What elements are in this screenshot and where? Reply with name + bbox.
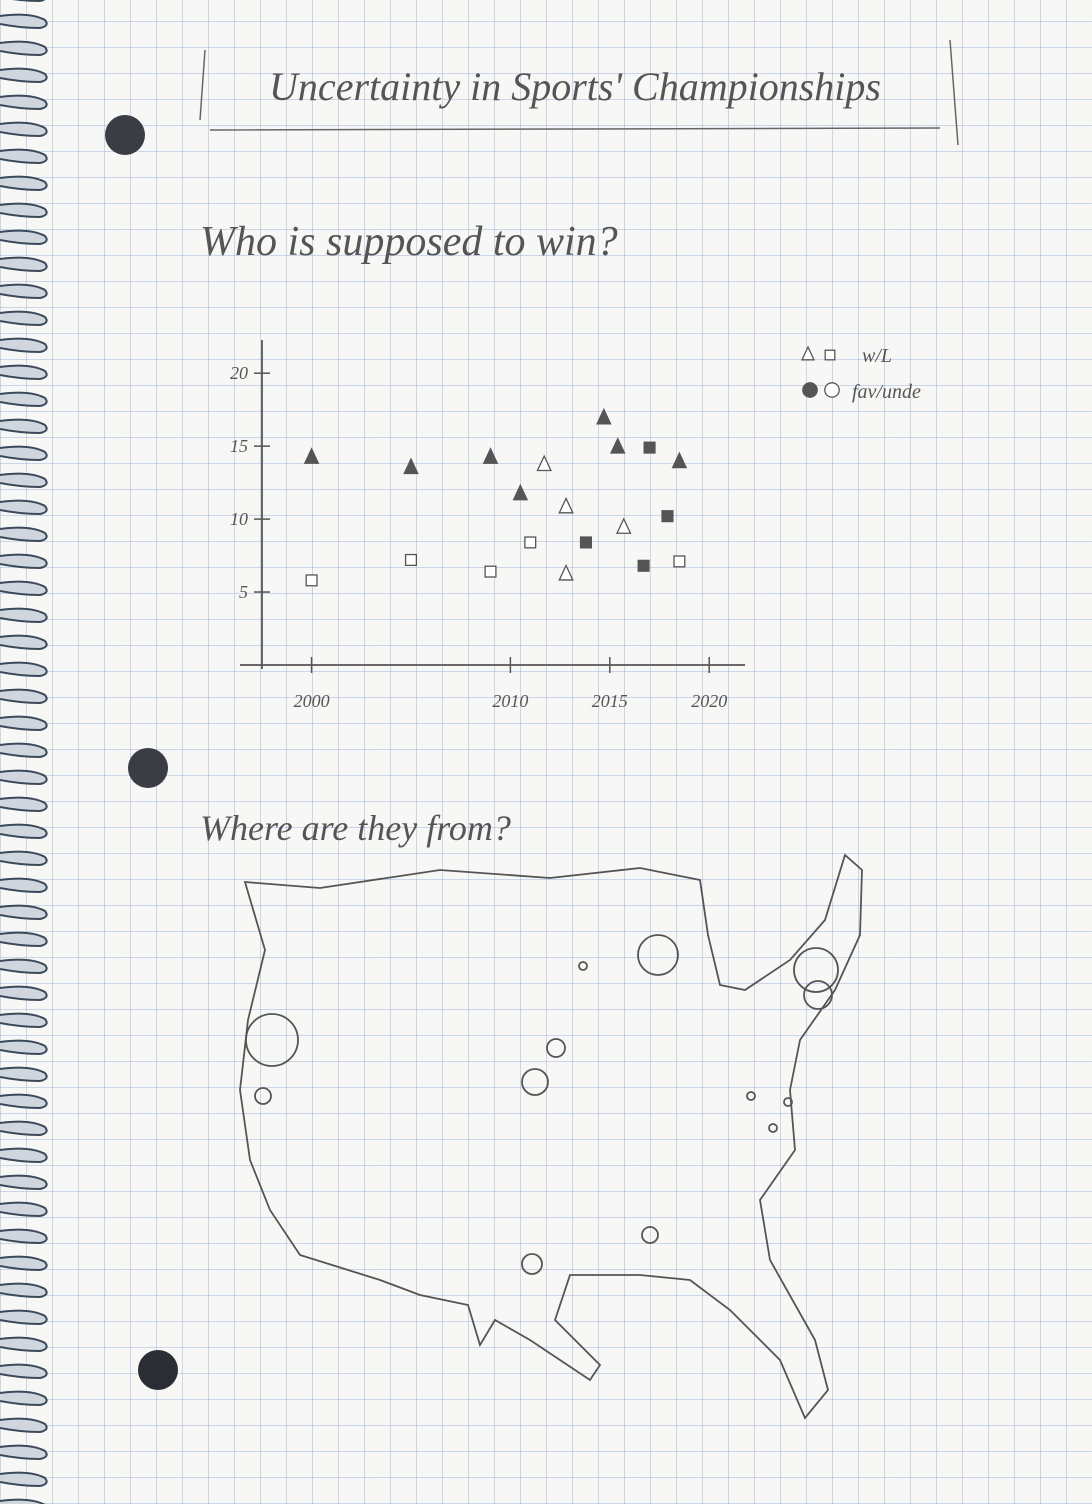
triangle-point — [800, 345, 816, 361]
triangle-point — [671, 451, 688, 469]
circle-point — [824, 382, 840, 398]
square-point — [643, 441, 656, 454]
us-map — [239, 853, 863, 1420]
triangle-point — [609, 437, 626, 454]
map-circle — [521, 1068, 549, 1096]
x-tick-label: 2020 — [691, 691, 727, 711]
map-circle — [803, 980, 833, 1010]
title-bracket — [199, 39, 959, 146]
triangle-point — [512, 483, 529, 501]
square-point — [673, 555, 686, 568]
triangle-point — [558, 564, 574, 581]
map-circle — [641, 1226, 659, 1244]
map-circle — [783, 1097, 793, 1107]
legend-label: fav/unde — [852, 381, 921, 403]
punch-hole — [105, 115, 145, 155]
map-title: Where are they from? — [200, 808, 511, 848]
map-circle — [637, 934, 679, 976]
map-circle — [746, 1091, 756, 1101]
punch-hole — [138, 1350, 178, 1390]
x-tick-label: 2010 — [492, 691, 528, 711]
spiral-binding — [0, 0, 60, 1504]
circle-point — [802, 382, 818, 398]
y-tick-label: 10 — [230, 509, 248, 529]
punch-hole — [128, 748, 168, 788]
legend-label: w/L — [862, 345, 892, 367]
triangle-point — [403, 457, 419, 475]
triangle-point — [596, 407, 612, 425]
triangle-point — [558, 496, 574, 514]
triangle-point — [303, 447, 320, 464]
triangle-point — [536, 454, 552, 472]
x-tick-label: 2000 — [294, 691, 330, 711]
map-outline — [239, 853, 863, 1420]
map-circle — [793, 947, 839, 993]
map-circle — [578, 961, 588, 971]
map-circle — [521, 1253, 543, 1275]
map-circle — [768, 1123, 778, 1133]
y-tick-label: 5 — [239, 582, 248, 602]
chart-title: Who is supposed to win? — [200, 219, 618, 265]
square-point — [579, 536, 592, 549]
y-tick-label: 15 — [230, 436, 248, 456]
square-point — [305, 574, 318, 587]
square-point — [404, 553, 418, 566]
map-circle — [245, 1013, 299, 1067]
triangle-point — [482, 447, 499, 464]
square-point — [637, 559, 650, 572]
square-point — [824, 349, 836, 361]
square-point — [484, 565, 497, 578]
map-circle — [546, 1038, 566, 1058]
x-tick-label: 2015 — [592, 691, 628, 711]
page-title: Uncertainty in Sports' Championships — [269, 64, 881, 109]
y-tick-label: 20 — [230, 363, 248, 383]
map-circle — [254, 1087, 272, 1105]
square-point — [524, 536, 537, 549]
triangle-point — [615, 517, 632, 534]
square-point — [661, 510, 674, 523]
